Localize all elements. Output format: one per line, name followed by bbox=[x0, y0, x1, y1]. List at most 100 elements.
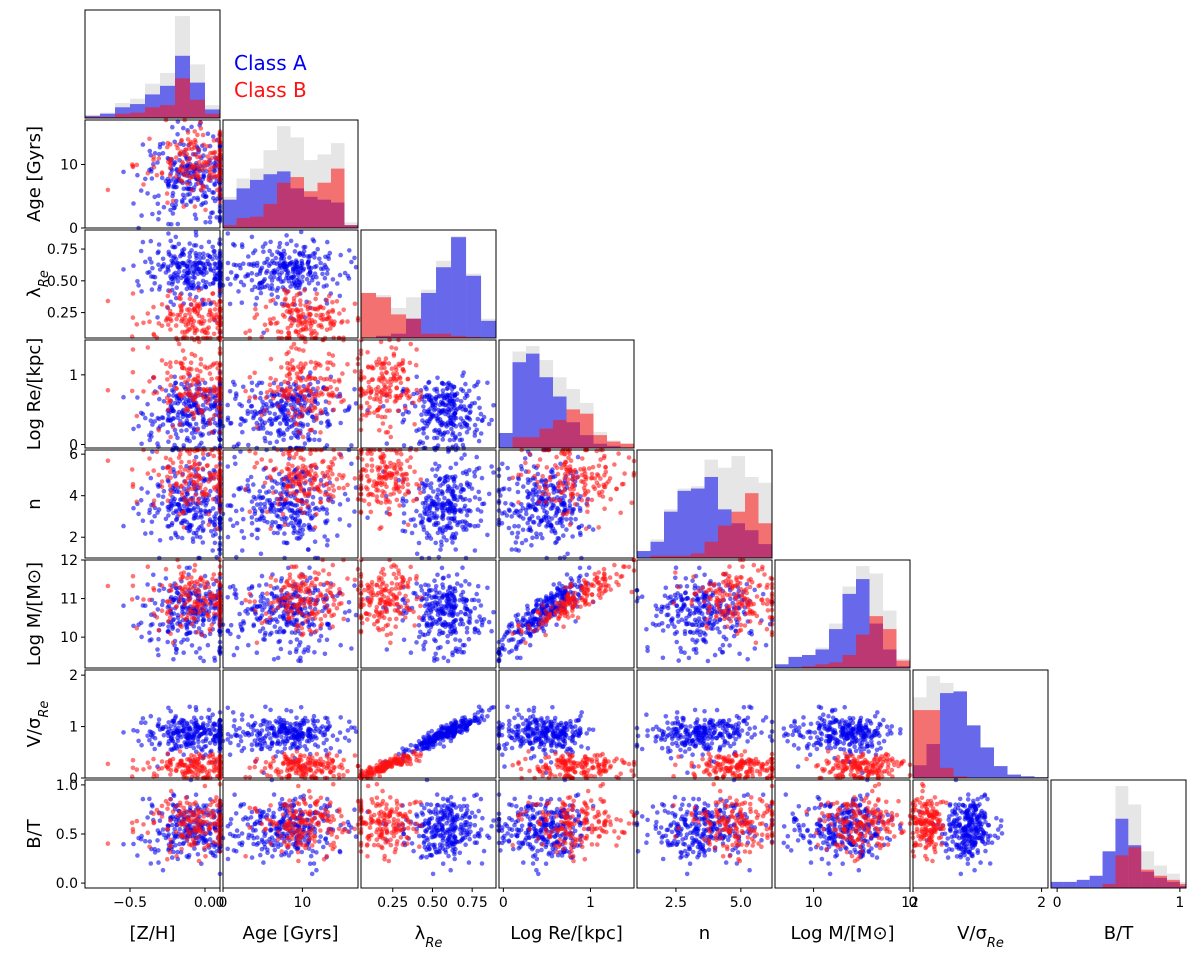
point-class-a-215 bbox=[262, 501, 268, 507]
hist-bar-logre-class_b-5 bbox=[566, 409, 580, 448]
point-class-b-80 bbox=[192, 129, 197, 134]
point-class-a-96 bbox=[464, 480, 470, 486]
point-class-a-98 bbox=[292, 249, 298, 254]
point-class-a-252 bbox=[450, 432, 455, 437]
point-class-a-59 bbox=[249, 234, 255, 240]
point-class-b-168 bbox=[305, 503, 311, 508]
point-class-b-110 bbox=[198, 120, 203, 125]
point-class-a-236 bbox=[260, 495, 266, 500]
point-class-b-42 bbox=[187, 497, 192, 503]
point-class-b-79 bbox=[294, 469, 300, 475]
point-class-a-225 bbox=[185, 266, 191, 272]
point-class-b-67 bbox=[523, 460, 528, 466]
hist-bar-zh-class_b-5 bbox=[160, 105, 175, 118]
point-class-b-143 bbox=[584, 498, 590, 504]
point-class-b-6 bbox=[252, 464, 257, 470]
point-class-a-188 bbox=[257, 489, 263, 494]
point-class-b-125 bbox=[282, 297, 288, 303]
point-class-b-126 bbox=[418, 490, 423, 496]
point-class-b-79 bbox=[412, 422, 417, 427]
point-class-a-150 bbox=[176, 241, 182, 247]
point-class-a-205 bbox=[240, 244, 245, 250]
point-class-a-10 bbox=[324, 271, 330, 276]
point-class-b-169 bbox=[532, 473, 537, 479]
point-class-b-12 bbox=[247, 395, 252, 400]
point-class-a-137 bbox=[530, 497, 535, 503]
hist-bar-zh-class_b-7 bbox=[190, 99, 205, 118]
point-class-a-149 bbox=[258, 551, 264, 557]
point-class-a-137 bbox=[460, 418, 466, 424]
point-class-b-165 bbox=[331, 488, 337, 493]
point-class-a-261 bbox=[424, 435, 430, 440]
point-class-b-132 bbox=[298, 506, 304, 512]
point-class-a-191 bbox=[426, 380, 431, 386]
point-class-a-126 bbox=[190, 536, 196, 541]
hist-bar-zh-class_a-1 bbox=[100, 113, 115, 118]
point-class-a-255 bbox=[478, 431, 484, 436]
hist-bar-lre-class_b-2 bbox=[391, 314, 407, 338]
point-class-b-22 bbox=[337, 311, 342, 316]
point-class-a-184 bbox=[450, 489, 456, 495]
point-class-a-275 bbox=[225, 276, 230, 282]
hist-bar-logm-class_a-4 bbox=[829, 629, 843, 668]
point-class-b-153 bbox=[382, 365, 387, 371]
point-class-a-244 bbox=[176, 409, 182, 415]
point-class-b-80 bbox=[192, 398, 197, 403]
point-class-b-82 bbox=[309, 331, 314, 337]
point-class-b-51 bbox=[411, 400, 416, 406]
point-class-b-130 bbox=[211, 361, 217, 367]
point-class-a-267 bbox=[155, 315, 160, 320]
point-class-b-119 bbox=[557, 479, 563, 484]
point-class-a-177 bbox=[131, 505, 136, 511]
point-class-b-153 bbox=[180, 365, 185, 371]
hist-bar-logre-class_b-2 bbox=[526, 437, 540, 448]
point-class-b-71 bbox=[185, 502, 190, 507]
hist-bar-vs-class_a-8 bbox=[1021, 776, 1035, 778]
hist-bar-age-class_b-3 bbox=[263, 203, 277, 228]
point-class-a-121 bbox=[321, 507, 326, 512]
point-class-a-130 bbox=[241, 261, 246, 267]
point-class-b-111 bbox=[336, 485, 342, 491]
point-class-a-173 bbox=[138, 620, 144, 626]
point-class-b-60 bbox=[209, 156, 214, 161]
point-class-a-239 bbox=[239, 403, 245, 409]
point-class-a-132 bbox=[135, 595, 140, 600]
point-class-b-129 bbox=[105, 458, 111, 464]
point-class-a-171 bbox=[445, 484, 451, 489]
point-class-b-53 bbox=[320, 470, 326, 476]
hist-zh bbox=[85, 16, 220, 118]
point-class-a-279 bbox=[238, 485, 244, 491]
point-class-b-144 bbox=[279, 492, 284, 498]
point-class-b-152 bbox=[263, 465, 269, 471]
point-class-b-109 bbox=[130, 481, 136, 487]
point-class-b-152 bbox=[164, 395, 170, 401]
point-class-b-49 bbox=[377, 428, 382, 433]
point-class-a-218 bbox=[140, 142, 146, 147]
point-class-b-165 bbox=[185, 137, 191, 142]
point-class-a-159 bbox=[314, 505, 319, 511]
point-class-b-155 bbox=[592, 486, 598, 492]
point-class-b-142 bbox=[181, 375, 186, 380]
point-class-a-157 bbox=[422, 509, 427, 514]
point-class-b-148 bbox=[392, 399, 398, 404]
point-class-b-59 bbox=[536, 499, 542, 505]
point-class-a-203 bbox=[416, 427, 422, 432]
point-class-b-86 bbox=[193, 492, 198, 498]
point-class-b-159 bbox=[203, 486, 208, 492]
point-class-b-92 bbox=[318, 375, 323, 381]
point-class-b-145 bbox=[403, 492, 408, 497]
point-class-a-222 bbox=[463, 496, 468, 502]
point-class-a-113 bbox=[166, 524, 172, 529]
point-class-a-251 bbox=[149, 519, 155, 525]
point-class-a-181 bbox=[515, 481, 520, 487]
point-class-b-22 bbox=[195, 132, 200, 138]
point-class-b-93 bbox=[210, 291, 215, 297]
point-class-a-144 bbox=[252, 511, 258, 517]
point-class-a-82 bbox=[401, 443, 407, 448]
point-class-a-199 bbox=[312, 255, 317, 260]
point-class-b-88 bbox=[267, 382, 273, 388]
point-class-a-51 bbox=[147, 437, 153, 443]
point-class-b-125 bbox=[206, 176, 212, 181]
point-class-b-133 bbox=[196, 393, 201, 398]
point-class-b-72 bbox=[296, 414, 302, 420]
